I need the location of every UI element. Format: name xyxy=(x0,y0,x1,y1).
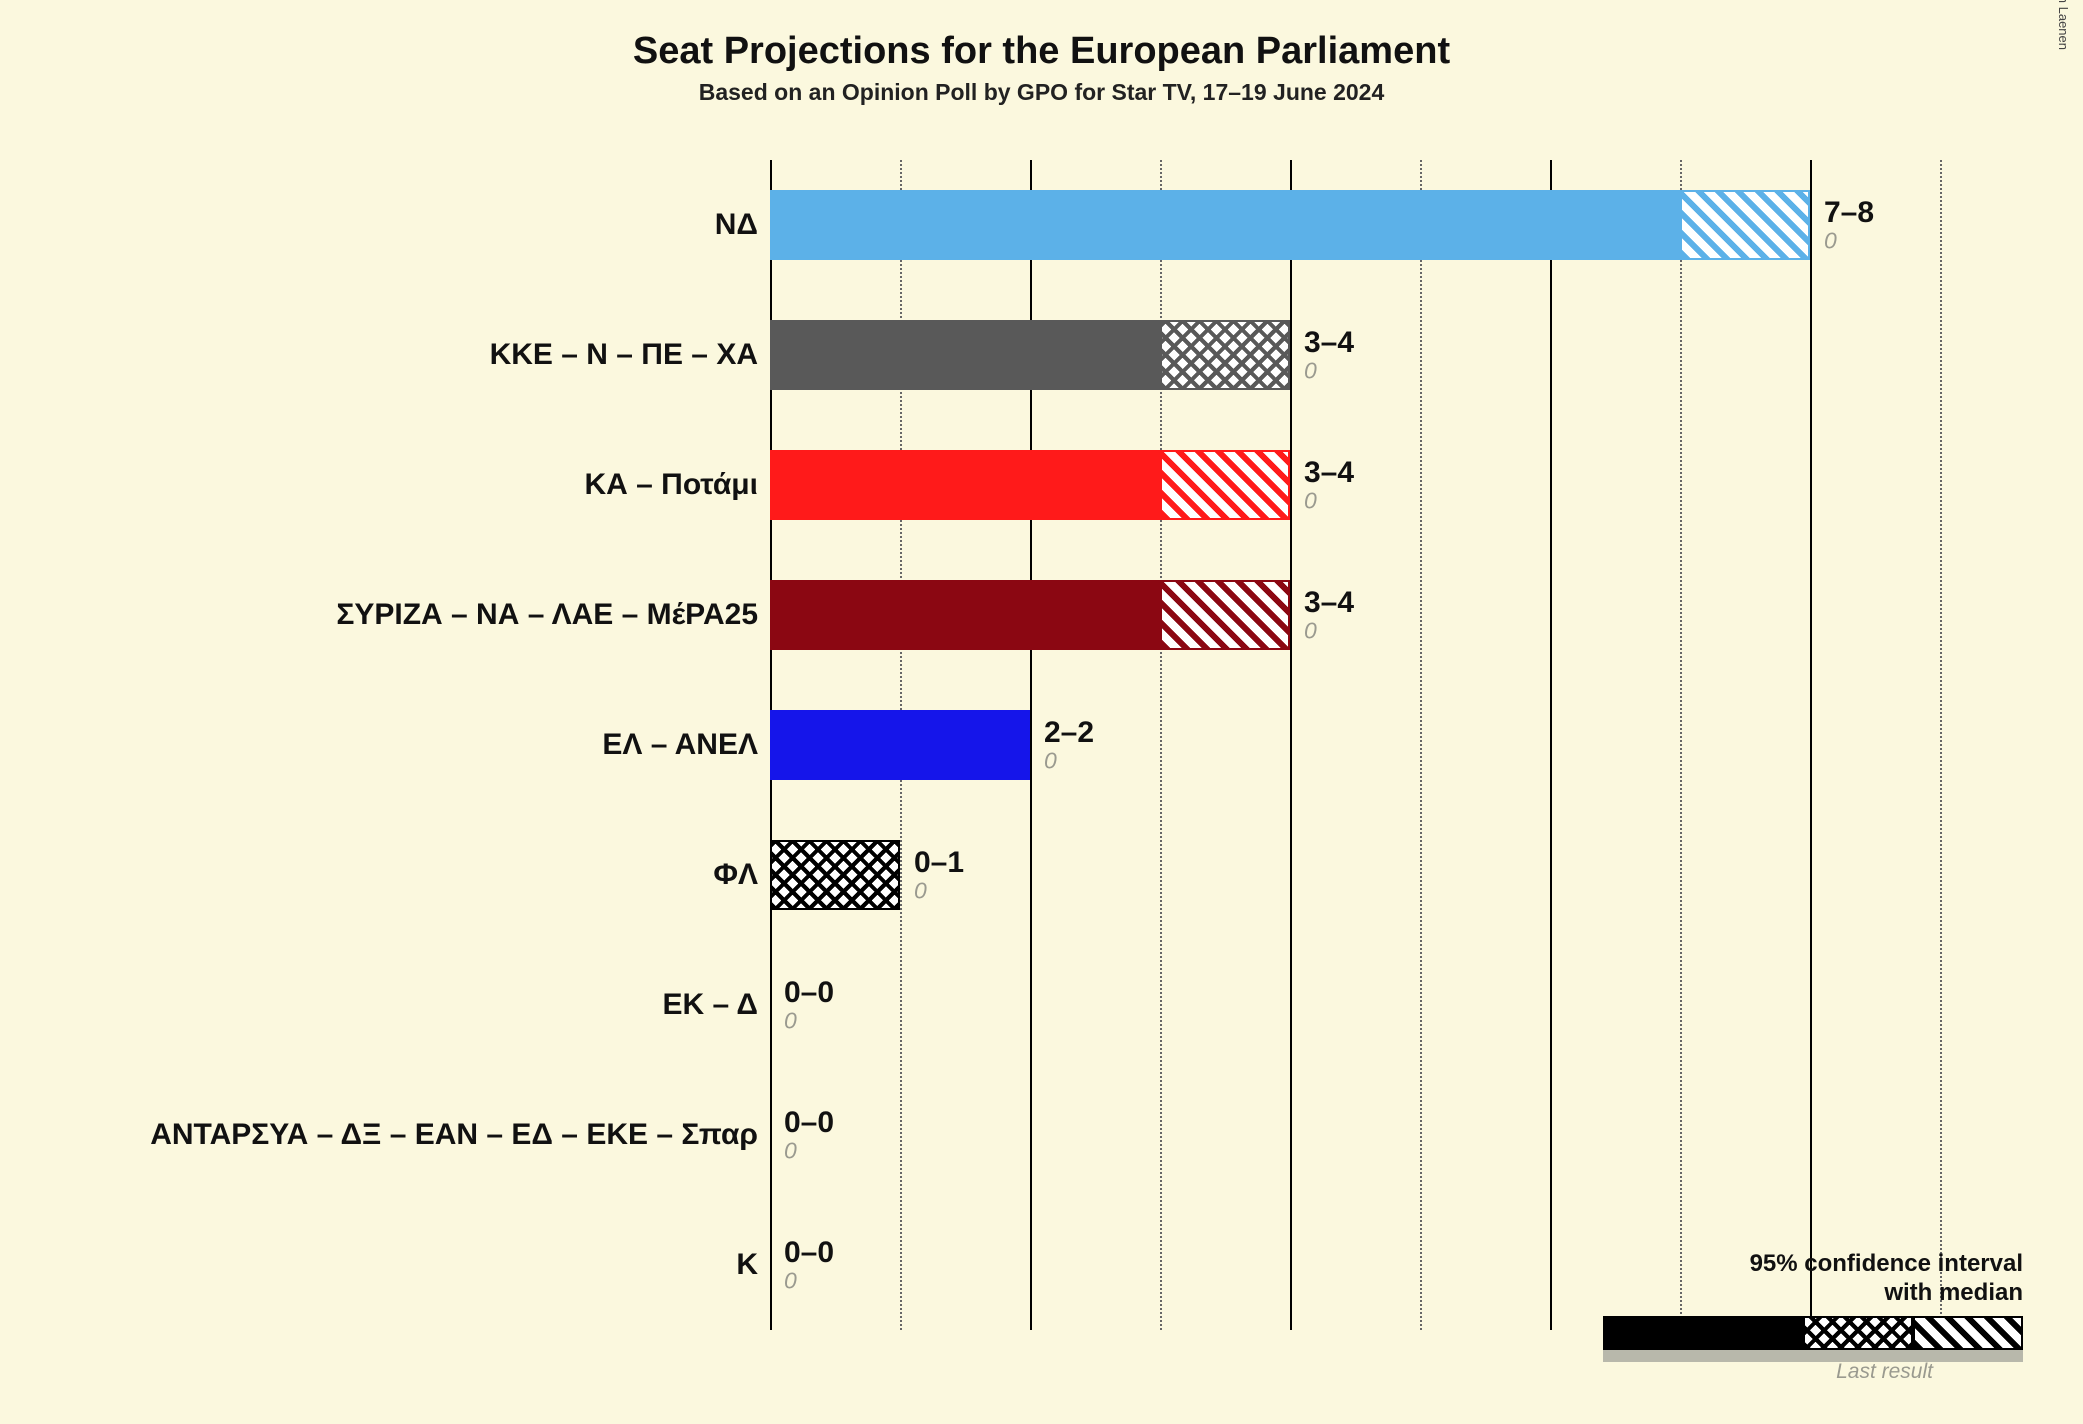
chart-row: ΕΛ – ΑΝΕΛ 2–20 xyxy=(0,680,2083,810)
party-label: ΚΚΕ – Ν – ΠΕ – ΧΑ xyxy=(490,338,770,372)
chart-area: ΝΔ7–80ΚΚΕ – Ν – ΠΕ – ΧΑ3–40ΚΑ – Ποτάμι3–… xyxy=(0,160,2083,1330)
legend-solid xyxy=(1603,1316,1803,1350)
party-label: ΚΑ – Ποτάμι xyxy=(584,468,770,502)
range-label: 0–0 xyxy=(784,1236,834,1270)
chart-row: ΦΛ 0–10 xyxy=(0,810,2083,940)
legend: 95% confidence interval with median Last… xyxy=(1603,1250,2023,1384)
bar xyxy=(770,580,1290,650)
last-result-label: 0 xyxy=(784,1268,797,1295)
bar-hatch-high xyxy=(1160,450,1290,520)
last-result-label: 0 xyxy=(1304,618,1317,645)
party-label: Κ xyxy=(736,1248,770,1282)
chart-row: ΚΚΕ – Ν – ΠΕ – ΧΑ 3–40 xyxy=(0,290,2083,420)
bar-hatch-high xyxy=(1160,580,1290,650)
bar-solid xyxy=(770,580,1160,650)
bar-solid xyxy=(770,710,1030,780)
last-result-label: 0 xyxy=(1304,358,1317,385)
party-label: ΣΥΡΙΖΑ – ΝΑ – ΛΑΕ – ΜέΡΑ25 xyxy=(336,598,770,632)
last-result-label: 0 xyxy=(784,1008,797,1035)
legend-cross xyxy=(1803,1316,1913,1350)
last-result-label: 0 xyxy=(914,878,927,905)
range-label: 3–4 xyxy=(1304,326,1354,360)
bar xyxy=(770,190,1810,260)
range-label: 7–8 xyxy=(1824,196,1874,230)
last-result-label: 0 xyxy=(1304,488,1317,515)
copyright-text: © 2024 Filip van Laenen xyxy=(2056,0,2071,50)
range-label: 2–2 xyxy=(1044,716,1094,750)
chart-title: Seat Projections for the European Parlia… xyxy=(0,30,2083,73)
bar-solid xyxy=(770,450,1160,520)
chart-row: ΣΥΡΙΖΑ – ΝΑ – ΛΑΕ – ΜέΡΑ25 3–40 xyxy=(0,550,2083,680)
legend-bar xyxy=(1603,1316,2023,1356)
party-label: ΕΛ – ΑΝΕΛ xyxy=(602,728,770,762)
chart-subtitle: Based on an Opinion Poll by GPO for Star… xyxy=(0,79,2083,106)
bar-solid xyxy=(770,320,1160,390)
bar-hatch-high xyxy=(770,840,900,910)
range-label: 0–1 xyxy=(914,846,964,880)
last-result-label: 0 xyxy=(1824,228,1837,255)
bar-solid xyxy=(770,190,1680,260)
bar xyxy=(770,710,1030,780)
party-label: ΦΛ xyxy=(713,858,770,892)
party-label: ΕΚ – Δ xyxy=(663,988,770,1022)
legend-last-result: Last result xyxy=(1603,1360,2023,1384)
bar xyxy=(770,320,1290,390)
last-result-label: 0 xyxy=(784,1138,797,1165)
legend-last-bar xyxy=(1603,1348,2023,1362)
bar xyxy=(770,840,900,910)
legend-title: 95% confidence interval with median xyxy=(1603,1250,2023,1308)
range-label: 3–4 xyxy=(1304,456,1354,490)
chart-row: ΕΚ – Δ 0–00 xyxy=(0,940,2083,1070)
chart-row: ΝΔ 7–80 xyxy=(0,160,2083,290)
party-label: ΝΔ xyxy=(715,208,770,242)
range-label: 0–0 xyxy=(784,976,834,1010)
legend-line2: with median xyxy=(1884,1279,2023,1306)
bar xyxy=(770,450,1290,520)
chart-row: ΚΑ – Ποτάμι 3–40 xyxy=(0,420,2083,550)
bar-hatch-high xyxy=(1680,190,1810,260)
chart-row: ΑΝΤΑΡΣΥΑ – ΔΞ – ΕΑΝ – ΕΔ – ΕΚΕ – Σπαρ 0–0… xyxy=(0,1070,2083,1200)
legend-line1: 95% confidence interval xyxy=(1750,1250,2023,1277)
party-label: ΑΝΤΑΡΣΥΑ – ΔΞ – ΕΑΝ – ΕΔ – ΕΚΕ – Σπαρ xyxy=(150,1118,770,1152)
legend-diag xyxy=(1913,1316,2023,1350)
last-result-label: 0 xyxy=(1044,748,1057,775)
bar-hatch-high xyxy=(1160,320,1290,390)
range-label: 0–0 xyxy=(784,1106,834,1140)
range-label: 3–4 xyxy=(1304,586,1354,620)
